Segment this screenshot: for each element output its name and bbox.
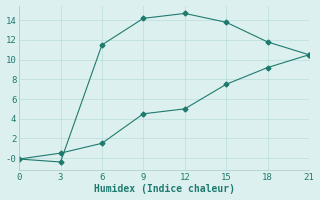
X-axis label: Humidex (Indice chaleur): Humidex (Indice chaleur) bbox=[93, 184, 235, 194]
